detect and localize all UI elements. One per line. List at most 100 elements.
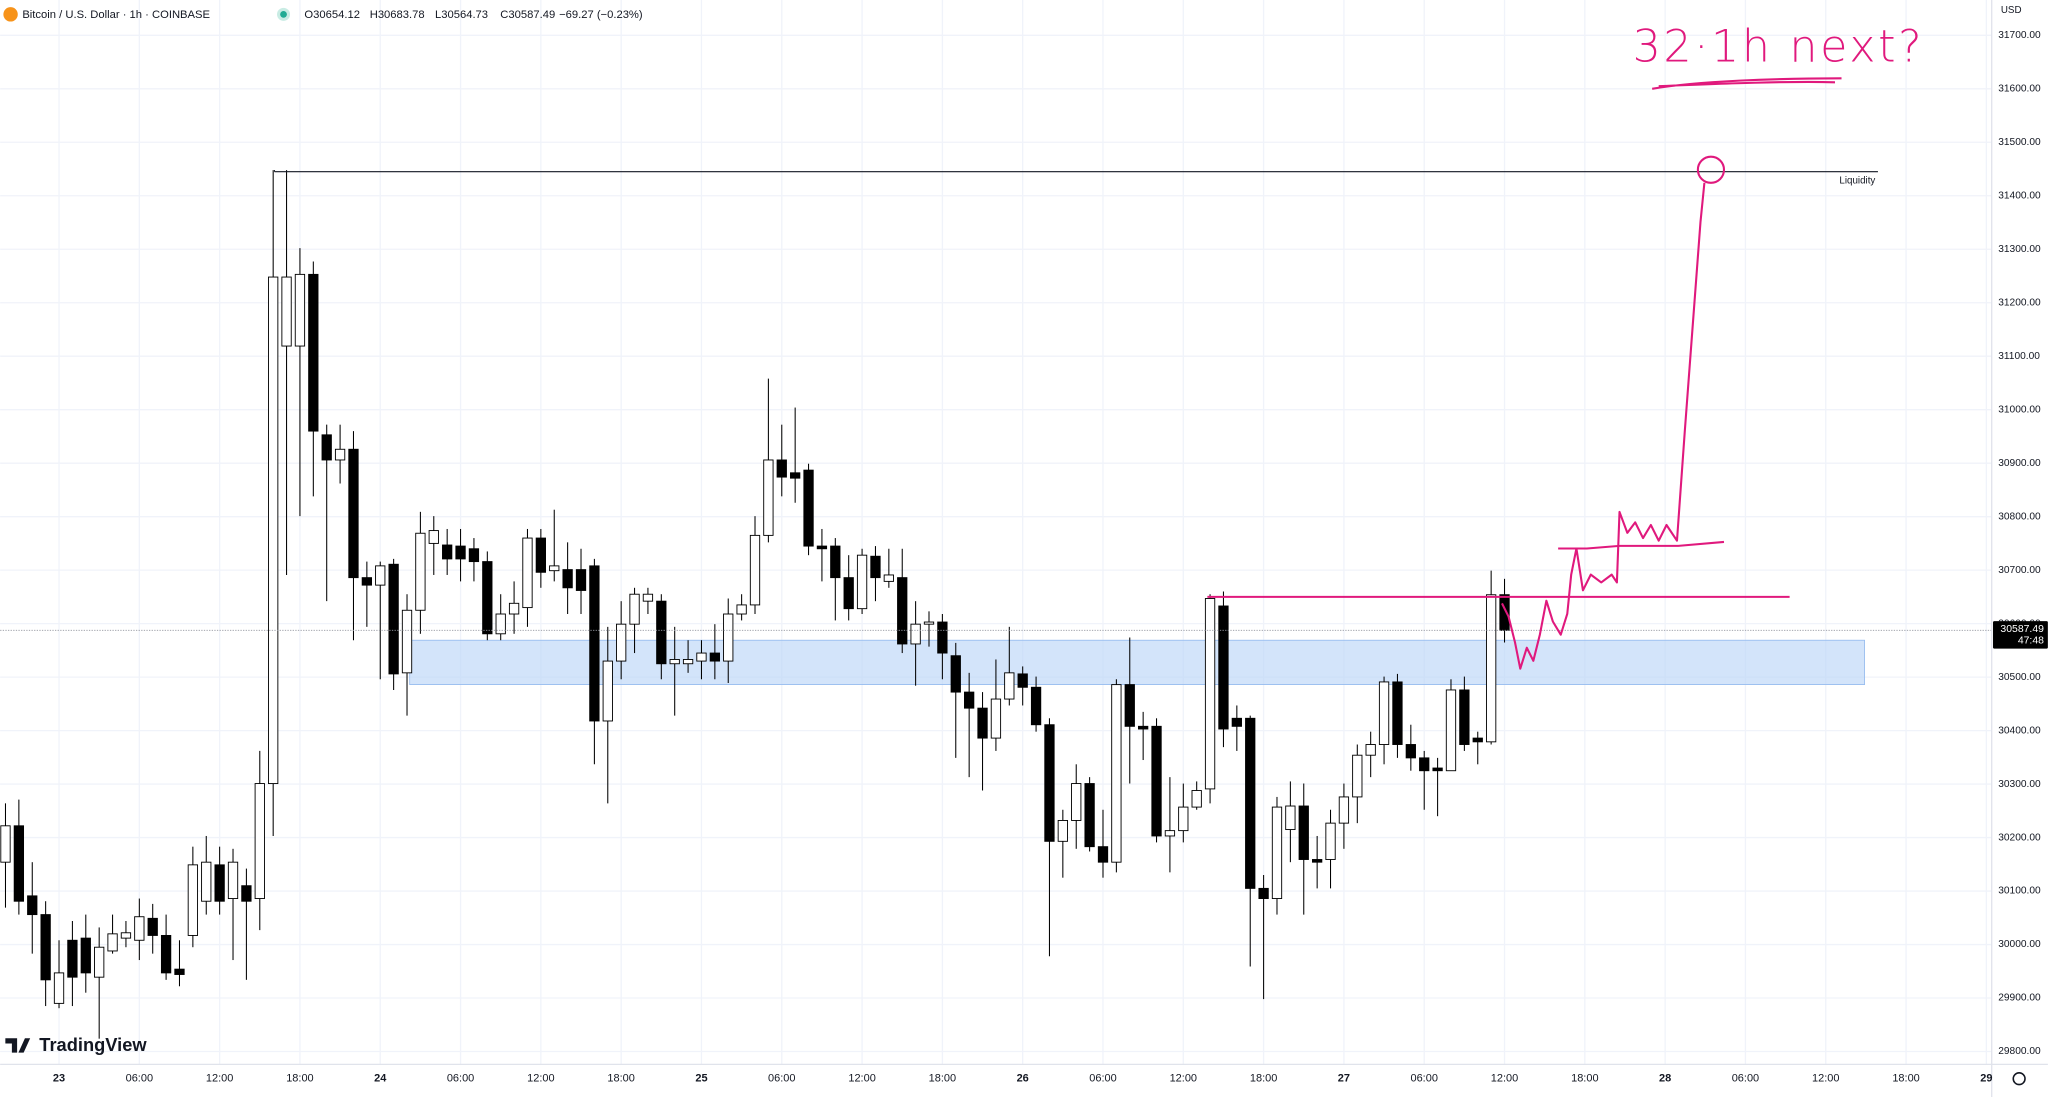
candle-body (856, 554, 868, 610)
handwritten-note: 32·1h next? (1633, 22, 1925, 73)
y-tick-label: 31400.00 (1998, 190, 2041, 201)
candle-body (227, 861, 239, 900)
freehand-path (1501, 182, 1706, 670)
candle-body (910, 623, 921, 645)
candle-body (964, 691, 975, 709)
x-tick-label: 25 (695, 1073, 707, 1085)
x-tick-label: 12:00 (1812, 1073, 1839, 1085)
candle-body (1378, 681, 1390, 745)
candle-body (1338, 796, 1350, 824)
y-tick-label: 30300.00 (1998, 779, 2041, 790)
x-tick-label: 06:00 (768, 1073, 795, 1085)
symbol[interactable]: Bitcoin / U.S. Dollar · 1h · COINBASE (22, 9, 210, 21)
price-badge (1993, 621, 2048, 649)
candle-body (241, 885, 252, 902)
x-tick-label: 18:00 (1892, 1073, 1919, 1085)
candles (0, 170, 1510, 1039)
candle-body (268, 276, 279, 785)
candle-body (990, 698, 1002, 739)
x-tick-label: 18:00 (286, 1073, 313, 1085)
candle-body (107, 933, 118, 952)
candle-body (937, 621, 948, 654)
candle-body (1472, 737, 1483, 743)
currency[interactable]: USD (2001, 5, 2022, 16)
y-tick-label: 29800.00 (1998, 1046, 2041, 1057)
y-tick-label: 31000.00 (1998, 404, 2041, 415)
candle-body (843, 577, 854, 610)
change-value: −69.27 (−0.23%) (559, 9, 643, 21)
candle-body (281, 276, 292, 347)
candle-body (94, 946, 105, 978)
candle-body (1245, 717, 1256, 889)
x-tick-label: 12:00 (848, 1073, 875, 1085)
symbol-icon (3, 7, 18, 22)
brand[interactable]: TradingView (39, 1034, 147, 1055)
candle-body (442, 544, 453, 560)
status-dot (280, 10, 287, 18)
candle-body (214, 864, 225, 902)
axes: 29800.00 29900.00 30000.00 30100.00 30200.00… (53, 30, 2048, 1085)
candle-body (830, 545, 841, 579)
candle-body (254, 783, 265, 900)
candle-body (763, 459, 774, 536)
candle-body (1004, 672, 1015, 700)
candle-body (1124, 684, 1135, 727)
brand-logo (5, 1038, 31, 1053)
candle-body (870, 555, 881, 579)
candle-body (147, 917, 158, 936)
price-badge-value: 30587.49 (2000, 624, 2044, 635)
x-tick-label: 29 (1980, 1073, 1992, 1085)
x-tick-label: 12:00 (206, 1073, 233, 1085)
y-tick-label: 30200.00 (1998, 832, 2041, 843)
x-tick-label: 12:00 (1170, 1073, 1197, 1085)
candle-body (1298, 805, 1309, 860)
candle-body (415, 532, 426, 611)
y-tick-label: 31600.00 (1998, 83, 2041, 94)
x-tick-label: 06:00 (1089, 1073, 1116, 1085)
candle-body (27, 895, 38, 916)
x-tick-label: 28 (1659, 1073, 1671, 1085)
candle-body (1285, 805, 1296, 831)
freehand-underline (1651, 77, 1842, 90)
candle-body (1017, 673, 1028, 688)
x-tick-label: 18:00 (607, 1073, 634, 1085)
candle-body (1231, 717, 1242, 727)
candle-body (134, 916, 145, 941)
candle-body (1164, 830, 1176, 837)
candle-body (977, 707, 988, 739)
candle-body (1485, 594, 1497, 743)
freehand-circle (1696, 155, 1726, 184)
candle-body (1271, 806, 1283, 900)
freehand-level (1558, 540, 1725, 550)
candle-body (696, 652, 707, 662)
candle-body (1405, 744, 1416, 759)
x-tick-label: 26 (1017, 1073, 1029, 1085)
candle-body (803, 469, 814, 547)
candle-body (388, 563, 399, 675)
candle-body (790, 472, 801, 479)
zone (409, 639, 1865, 685)
candle-body (1499, 594, 1510, 631)
candle-body (160, 934, 172, 974)
overlays: Liquidity (0, 170, 1992, 631)
candle-body (776, 459, 787, 478)
open-value: O30654.12 (304, 9, 360, 21)
x-tick-label: 27 (1338, 1073, 1350, 1085)
candle-body (709, 652, 720, 662)
candle-body (1071, 783, 1082, 821)
x-tick-label: 23 (53, 1073, 65, 1085)
candle-body (575, 569, 587, 591)
candle-body (1419, 757, 1430, 772)
candle-body (923, 621, 935, 625)
candle-body (950, 655, 961, 693)
x-tick-label: 06:00 (126, 1073, 153, 1085)
y-tick-label: 29900.00 (1998, 993, 2041, 1004)
candle-body (53, 972, 65, 1004)
candle-body (723, 613, 734, 662)
candle-body (428, 530, 439, 544)
candle-body (1432, 767, 1443, 772)
settings-icon[interactable] (2012, 1072, 2026, 1086)
candle-body (535, 537, 546, 573)
